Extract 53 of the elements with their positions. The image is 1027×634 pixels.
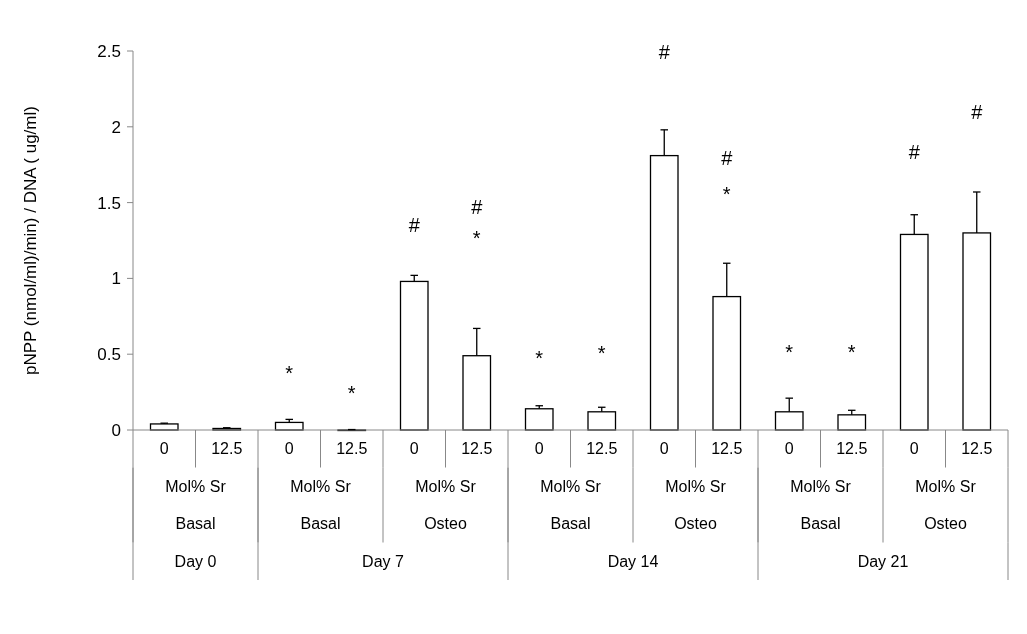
annotation: * xyxy=(285,362,294,384)
annotation: # xyxy=(658,41,671,63)
text: Mol% Sr xyxy=(790,477,852,495)
x-tick-label: 12.5 xyxy=(336,440,368,458)
annotation: * xyxy=(472,227,481,249)
y-axis-title: pNPP (nmol/ml)/min) / DNA ( ug/ml) xyxy=(21,106,40,375)
x-tick-label: 12.5 xyxy=(836,440,868,458)
x-tick-label: 0 xyxy=(159,440,169,458)
text: Day 21 xyxy=(857,552,909,570)
text: Basal xyxy=(175,515,216,533)
annotation: * xyxy=(347,382,356,404)
annotation: # xyxy=(971,101,984,123)
text: Mol% Sr xyxy=(665,477,727,495)
annotation: * xyxy=(597,342,606,364)
text: Osteo xyxy=(674,515,717,533)
y-tick-label: 1.5 xyxy=(97,193,121,213)
text: Mol% Sr xyxy=(290,477,352,495)
text: Osteo xyxy=(924,515,967,533)
text: Day 0 xyxy=(174,552,217,570)
annotation: * xyxy=(847,341,856,363)
annotation: # xyxy=(408,214,421,236)
annotation: # xyxy=(908,141,921,163)
y-tick-label: 0.5 xyxy=(97,345,121,365)
annotation: * xyxy=(535,347,544,369)
x-tick-label: 0 xyxy=(284,440,294,458)
annotation: * xyxy=(785,341,794,363)
x-tick-label: 12.5 xyxy=(211,440,243,458)
text: Basal xyxy=(550,515,591,533)
y-tick-label: 0 xyxy=(111,420,121,440)
annotation: * xyxy=(722,183,731,205)
y-tick-label: 2 xyxy=(111,117,121,137)
text: Mol% Sr xyxy=(165,477,227,495)
x-tick-label: 12.5 xyxy=(586,440,618,458)
x-tick-label: 0 xyxy=(784,440,794,458)
text: Mol% Sr xyxy=(915,477,977,495)
x-tick-label: 12.5 xyxy=(711,440,743,458)
annotation: # xyxy=(471,196,484,218)
text: Basal xyxy=(800,515,841,533)
text: Day 7 xyxy=(362,552,404,570)
y-tick-label: 2.5 xyxy=(97,41,121,61)
y-tick-label: 1 xyxy=(111,269,121,289)
x-tick-label: 0 xyxy=(409,440,419,458)
text: Osteo xyxy=(424,515,467,533)
text: Mol% Sr xyxy=(540,477,602,495)
x-tick-label: 12.5 xyxy=(461,440,493,458)
annotation: # xyxy=(721,147,734,169)
x-tick-label: 0 xyxy=(534,440,544,458)
x-tick-label: 12.5 xyxy=(961,440,993,458)
text: Basal xyxy=(300,515,341,533)
text: Mol% Sr xyxy=(415,477,477,495)
x-tick-label: 0 xyxy=(909,440,919,458)
x-tick-label: 0 xyxy=(659,440,669,458)
text: Day 14 xyxy=(607,552,659,570)
